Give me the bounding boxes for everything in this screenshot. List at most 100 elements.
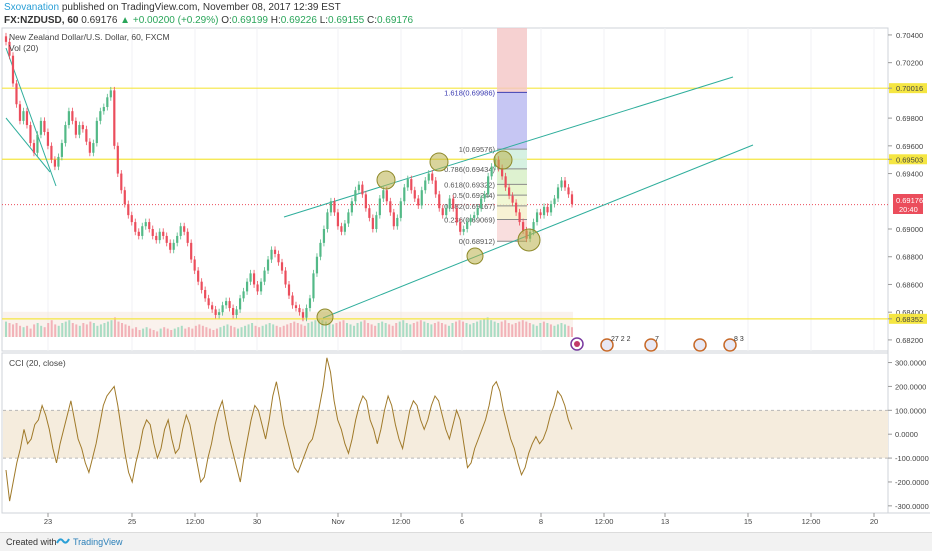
economic-events[interactable]: 27 2 2 7 8 3 xyxy=(570,336,744,352)
candle-body xyxy=(476,208,479,216)
candle-body xyxy=(57,156,60,167)
volume-bar xyxy=(201,325,204,337)
price-tick-label: 0.69503 xyxy=(896,155,923,164)
candle-body xyxy=(71,111,74,121)
candle-body xyxy=(11,55,15,84)
volume-bar xyxy=(412,323,415,337)
cci-title: CCI (20, close) xyxy=(9,358,66,368)
fib-level-label: 1(0.69576) xyxy=(459,145,496,154)
tradingview-brand[interactable]: TradingView xyxy=(73,537,123,547)
candle-body xyxy=(298,308,301,313)
candle-body xyxy=(469,217,472,223)
candle-body xyxy=(291,295,294,306)
touch-markers[interactable] xyxy=(316,150,541,326)
volume-bar xyxy=(542,321,545,337)
candles xyxy=(4,32,574,322)
candle-body xyxy=(39,120,43,135)
candle-body xyxy=(375,215,378,230)
downtrend-line-upper[interactable] xyxy=(5,47,57,187)
candle-body xyxy=(326,212,329,230)
volume-bar xyxy=(226,324,229,337)
cci-axis[interactable]: 300.0000 200.0000 100.0000 0.0000 -100.0000 -… xyxy=(888,359,929,511)
touch-marker[interactable] xyxy=(376,170,396,190)
price-pane[interactable] xyxy=(1,27,889,352)
candle-body xyxy=(113,90,116,146)
volume-bar xyxy=(163,327,166,337)
volume-bar xyxy=(254,325,257,337)
volume-bar xyxy=(342,320,345,337)
volume-bar xyxy=(124,324,127,337)
time-tick-label: 8 xyxy=(539,517,543,526)
touch-marker[interactable] xyxy=(517,228,541,252)
candle-body xyxy=(417,198,420,206)
candle-body xyxy=(319,242,322,257)
volume-bar xyxy=(300,324,303,337)
candle-body xyxy=(172,242,175,250)
trend-channels[interactable] xyxy=(5,47,754,319)
touch-marker[interactable] xyxy=(429,152,449,172)
high-value: 0.69226 xyxy=(280,15,317,26)
price-tick-label: 0.68400 xyxy=(896,308,923,317)
price-chart[interactable]: 1.618(0.69986) 1(0.69576) 0.786(0.69434) 0.… xyxy=(0,0,932,532)
change-value: ▲ +0.00200 (+0.29%) xyxy=(120,15,219,26)
volume-bar xyxy=(156,331,159,337)
price-tick-label: 0.70200 xyxy=(896,59,923,68)
candle-body xyxy=(148,222,151,230)
volume-bar xyxy=(293,321,296,337)
event-flag-icon[interactable] xyxy=(600,338,614,352)
event-label: 8 3 xyxy=(734,336,744,343)
candle-body xyxy=(155,235,158,241)
touch-marker[interactable] xyxy=(316,308,334,326)
touch-marker[interactable] xyxy=(466,247,484,265)
candle-body xyxy=(127,204,130,216)
event-flag-icon[interactable] xyxy=(644,338,658,352)
publisher-link[interactable]: Sxovanation xyxy=(4,2,60,13)
volume-bar xyxy=(535,325,538,337)
high-label: H: xyxy=(270,15,281,26)
candle-body xyxy=(249,273,252,282)
volume-bar xyxy=(437,321,440,337)
price-tick-label: 0.68600 xyxy=(896,280,923,289)
candle-body xyxy=(521,222,525,231)
channel-line-upper[interactable] xyxy=(283,76,734,218)
volume-bar xyxy=(128,325,131,337)
candle-body xyxy=(542,206,546,216)
volume-bar xyxy=(483,318,486,337)
volume-bar xyxy=(310,321,313,337)
volume-bar xyxy=(374,325,377,337)
volume-bar xyxy=(454,321,457,337)
channel-line-lower[interactable] xyxy=(322,144,754,319)
candle-body xyxy=(396,217,399,227)
volume-bar xyxy=(64,321,67,337)
candle-body xyxy=(480,198,483,209)
candle-body xyxy=(287,284,291,296)
volume-bar xyxy=(539,323,542,337)
candle-body xyxy=(36,134,39,153)
candle-body xyxy=(329,201,333,213)
volume-bar xyxy=(78,325,81,337)
volume-bar xyxy=(525,321,528,337)
candle-body xyxy=(22,111,25,121)
event-flag-icon[interactable] xyxy=(693,338,707,352)
volume-bar xyxy=(405,323,408,337)
volume-bar xyxy=(367,323,370,337)
candle-body xyxy=(364,194,367,209)
downtrend-line-lower[interactable] xyxy=(5,117,51,173)
event-flag-icon[interactable] xyxy=(574,341,580,347)
event-flag-icon[interactable] xyxy=(723,338,737,352)
candle-body xyxy=(81,125,84,130)
candle-body xyxy=(151,229,154,236)
candle-body xyxy=(245,281,249,292)
time-tick-label: 12:00 xyxy=(802,517,821,526)
volume-bar xyxy=(549,324,552,337)
candle-body xyxy=(399,201,402,218)
candle-body xyxy=(294,305,298,309)
candle-body xyxy=(95,120,98,144)
volume-bar xyxy=(212,330,215,337)
touch-marker[interactable] xyxy=(493,150,513,170)
volume-bar xyxy=(426,323,429,337)
price-axis[interactable]: 0.70400 0.70200 0.70016 0.69800 0.69600 0.695… xyxy=(888,31,927,345)
candle-body xyxy=(46,131,50,146)
time-axis[interactable]: 23 25 12:00 30 Nov 12:00 6 8 12:00 13 15 12:00 20 xyxy=(44,513,878,526)
candle-body xyxy=(221,305,224,313)
